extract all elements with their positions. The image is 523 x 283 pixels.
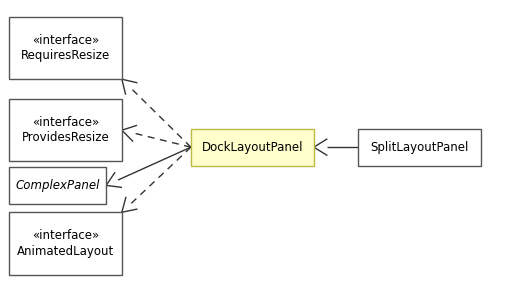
FancyBboxPatch shape [9,212,122,275]
Text: «interface»: «interface» [32,116,99,129]
Text: AnimatedLayout: AnimatedLayout [17,245,114,258]
FancyBboxPatch shape [9,17,122,79]
FancyBboxPatch shape [358,129,481,166]
FancyBboxPatch shape [9,99,122,161]
Text: ComplexPanel: ComplexPanel [16,179,100,192]
Text: RequiresResize: RequiresResize [21,50,110,62]
FancyBboxPatch shape [9,167,106,204]
Text: SplitLayoutPanel: SplitLayoutPanel [370,141,469,154]
FancyBboxPatch shape [191,129,314,166]
Text: ProvidesResize: ProvidesResize [22,132,109,144]
Text: DockLayoutPanel: DockLayoutPanel [201,141,303,154]
Text: «interface»: «interface» [32,229,99,242]
Text: «interface»: «interface» [32,34,99,47]
